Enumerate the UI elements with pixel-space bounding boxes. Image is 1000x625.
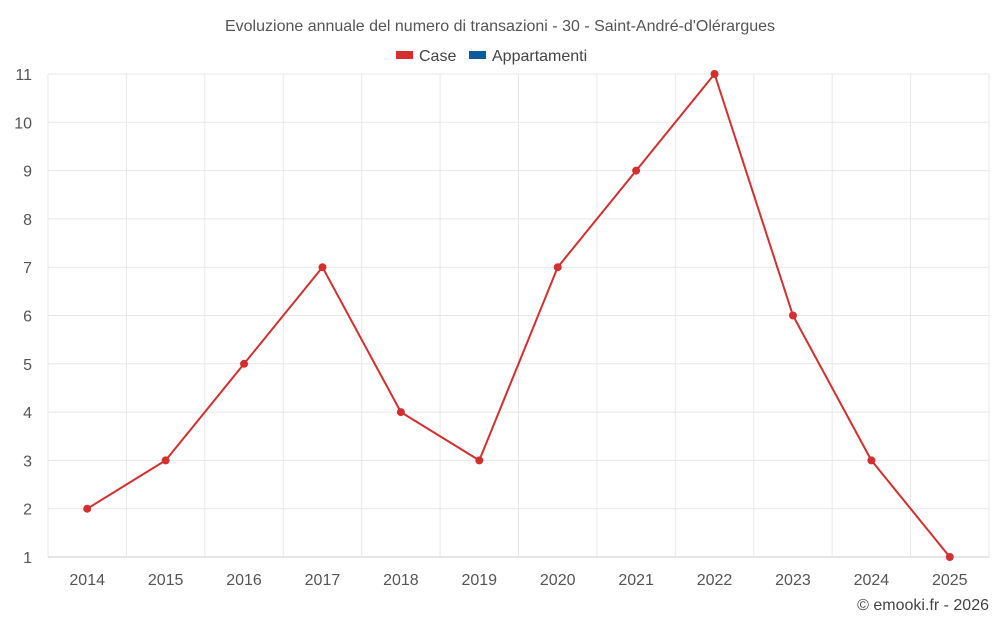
data-point[interactable] [162, 456, 170, 464]
legend-swatch [396, 51, 413, 59]
x-tick-label: 2023 [775, 572, 811, 589]
y-tick-label: 2 [23, 502, 32, 519]
legend: Case Appartamenti [396, 48, 587, 65]
x-tick-label: 2018 [383, 572, 419, 589]
data-point[interactable] [711, 70, 719, 78]
legend-swatch [469, 51, 486, 59]
y-tick-label: 9 [23, 164, 32, 181]
y-tick-label: 1 [23, 550, 32, 567]
chart-title: Evoluzione annuale del numero di transaz… [225, 18, 775, 35]
x-tick-label: 2022 [697, 572, 733, 589]
x-axis-ticks: 2014 2015 2016 2017 2018 2019 2020 2021 2022 2023… [69, 572, 967, 589]
y-tick-label: 8 [23, 212, 32, 229]
credit-text: © emooki.fr - 2026 [857, 597, 989, 614]
x-tick-label: 2020 [540, 572, 576, 589]
y-tick-label: 4 [23, 405, 32, 422]
data-point[interactable] [83, 505, 91, 513]
chart-container: Evoluzione annuale del numero di transaz… [0, 0, 1000, 625]
x-tick-label: 2021 [618, 572, 654, 589]
y-tick-label: 11 [15, 67, 32, 84]
x-tick-label: 2014 [69, 572, 105, 589]
legend-item-appartamenti[interactable]: Appartamenti [469, 48, 587, 65]
y-tick-label: 5 [23, 357, 32, 374]
x-tick-label: 2019 [461, 572, 497, 589]
legend-item-case[interactable]: Case [396, 48, 456, 65]
y-tick-label: 10 [14, 115, 32, 132]
x-tick-label: 2024 [854, 572, 890, 589]
data-point[interactable] [789, 312, 797, 320]
data-point[interactable] [554, 263, 562, 271]
legend-label: Appartamenti [492, 48, 587, 65]
data-point[interactable] [632, 167, 640, 175]
data-point[interactable] [397, 408, 405, 416]
y-tick-label: 6 [23, 309, 32, 326]
grid [48, 74, 989, 557]
y-axis-ticks: 1 2 3 4 5 6 7 8 9 10 11 [14, 67, 32, 567]
x-tick-label: 2015 [148, 572, 184, 589]
y-tick-label: 3 [23, 453, 32, 470]
data-point[interactable] [867, 456, 875, 464]
x-tick-label: 2025 [932, 572, 968, 589]
y-tick-label: 7 [23, 260, 32, 277]
x-tick-label: 2016 [226, 572, 262, 589]
line-chart: Evoluzione annuale del numero di transaz… [0, 0, 1000, 625]
legend-label: Case [419, 48, 456, 65]
x-tick-label: 2017 [305, 572, 341, 589]
data-point[interactable] [318, 263, 326, 271]
data-point[interactable] [240, 360, 248, 368]
data-point[interactable] [946, 553, 954, 561]
data-point[interactable] [475, 456, 483, 464]
